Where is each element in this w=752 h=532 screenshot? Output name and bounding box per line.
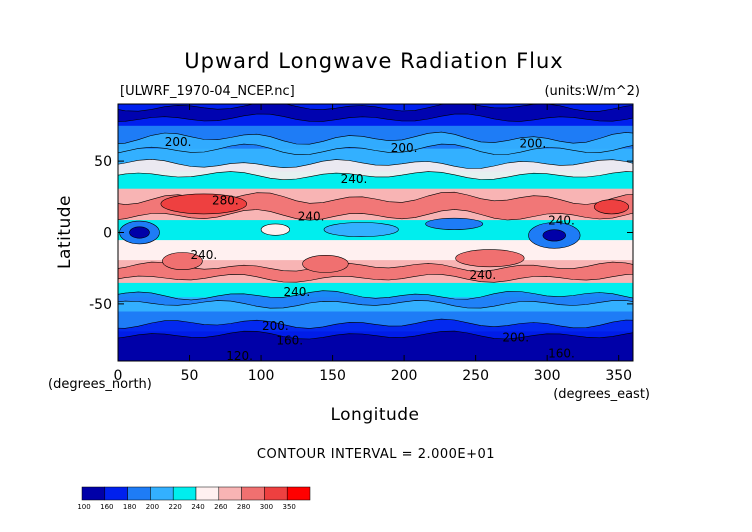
contour-label: 240.	[469, 268, 496, 282]
colorbar-swatch	[264, 486, 288, 501]
x-tick-label: 300	[534, 368, 561, 384]
colorbar-swatch	[104, 486, 128, 501]
colorbar-swatch	[127, 486, 151, 501]
x-axis-label: Longitude	[330, 405, 419, 425]
colorbar-swatch	[195, 486, 220, 501]
contour-blob	[542, 229, 566, 242]
colorbar: 100 160 180 200 220 240 260 280 300 350	[77, 486, 311, 511]
colorbar-label: 300	[260, 503, 273, 511]
contour-label: 200.	[391, 141, 418, 155]
contour-label: 280.	[212, 194, 239, 208]
colorbar-swatch	[241, 486, 265, 501]
contour-blob	[425, 217, 484, 230]
contour-label: 240.	[190, 248, 217, 262]
contour-label: 240.	[298, 209, 325, 223]
colorbar-label: 280	[237, 503, 250, 511]
x-tick-label: 350	[605, 368, 632, 384]
x-tick-label: 250	[462, 368, 489, 384]
contour-label: 240.	[341, 172, 368, 186]
contour-region	[118, 191, 633, 221]
contour-label: 160.	[276, 334, 303, 348]
axis-ticks: 0 50 100 150 200 250 300 350 50 0 -50	[89, 104, 633, 384]
contour-label: 160.	[548, 346, 575, 360]
x-tick-label: 100	[248, 368, 275, 384]
x-tick-label: 200	[391, 368, 418, 384]
colorbar-label: 260	[214, 503, 227, 511]
contour-region	[118, 318, 633, 340]
contour-blob	[160, 193, 247, 215]
x-tick-label: 0	[114, 368, 123, 384]
chart-title: Upward Longwave Radiation Flux	[184, 49, 563, 73]
contour-blob	[260, 223, 291, 236]
colorbar-label: 220	[169, 503, 182, 511]
contour-label: 200.	[520, 137, 547, 151]
contour-label: 240.	[283, 285, 310, 299]
contour-blob	[162, 252, 203, 271]
contour-label: 240.	[548, 214, 575, 228]
colorbar-label: 240	[191, 503, 204, 511]
contour-blob	[455, 249, 525, 268]
colorbar-label: 160	[100, 503, 113, 511]
colorbar-swatch	[286, 486, 311, 501]
y-unit-label: (degrees_north)	[48, 377, 152, 392]
x-tick-label: 150	[319, 368, 346, 384]
contour-region	[118, 261, 633, 283]
contour-blob	[593, 199, 629, 215]
y-tick-label: 50	[94, 154, 112, 170]
x-tick-label: 50	[181, 368, 199, 384]
contour-label: 200.	[262, 319, 289, 333]
contour-labels: 200. 200. 200. 240. 280. 240. 240. 240. 240. 240.…	[165, 135, 575, 363]
contour-label: 200.	[502, 331, 529, 345]
contour-label: 120.	[226, 349, 253, 363]
colorbar-swatch	[172, 486, 197, 501]
units-label: (units:W/m^2)	[544, 84, 640, 99]
x-unit-label: (degrees_east)	[553, 387, 650, 402]
contour-blob	[323, 222, 399, 237]
colorbar-label: 100	[77, 503, 90, 511]
contour-region	[118, 158, 633, 181]
y-tick-label: -50	[89, 297, 112, 313]
colorbar-label: 180	[123, 503, 136, 511]
contour-region	[118, 131, 633, 156]
contour-region	[118, 104, 633, 122]
contour-label: 200.	[165, 135, 192, 149]
contour-blob	[302, 254, 349, 273]
plot-area: 200. 200. 200. 240. 280. 240. 240. 240. 240. 240.…	[118, 104, 633, 363]
colorbar-swatch	[81, 486, 106, 501]
colorbar-swatch	[218, 486, 242, 501]
file-label: [ULWRF_1970-04_NCEP.nc]	[120, 84, 295, 99]
y-tick-label: 0	[103, 226, 112, 242]
contour-region	[118, 290, 633, 309]
contour-interval-label: CONTOUR INTERVAL = 2.000E+01	[257, 447, 495, 462]
contour-features	[118, 104, 633, 340]
y-axis-label: Latitude	[55, 195, 75, 269]
colorbar-swatch	[150, 486, 174, 501]
contour-blob	[129, 226, 150, 239]
colorbar-label: 350	[283, 503, 296, 511]
colorbar-label: 200	[146, 503, 159, 511]
